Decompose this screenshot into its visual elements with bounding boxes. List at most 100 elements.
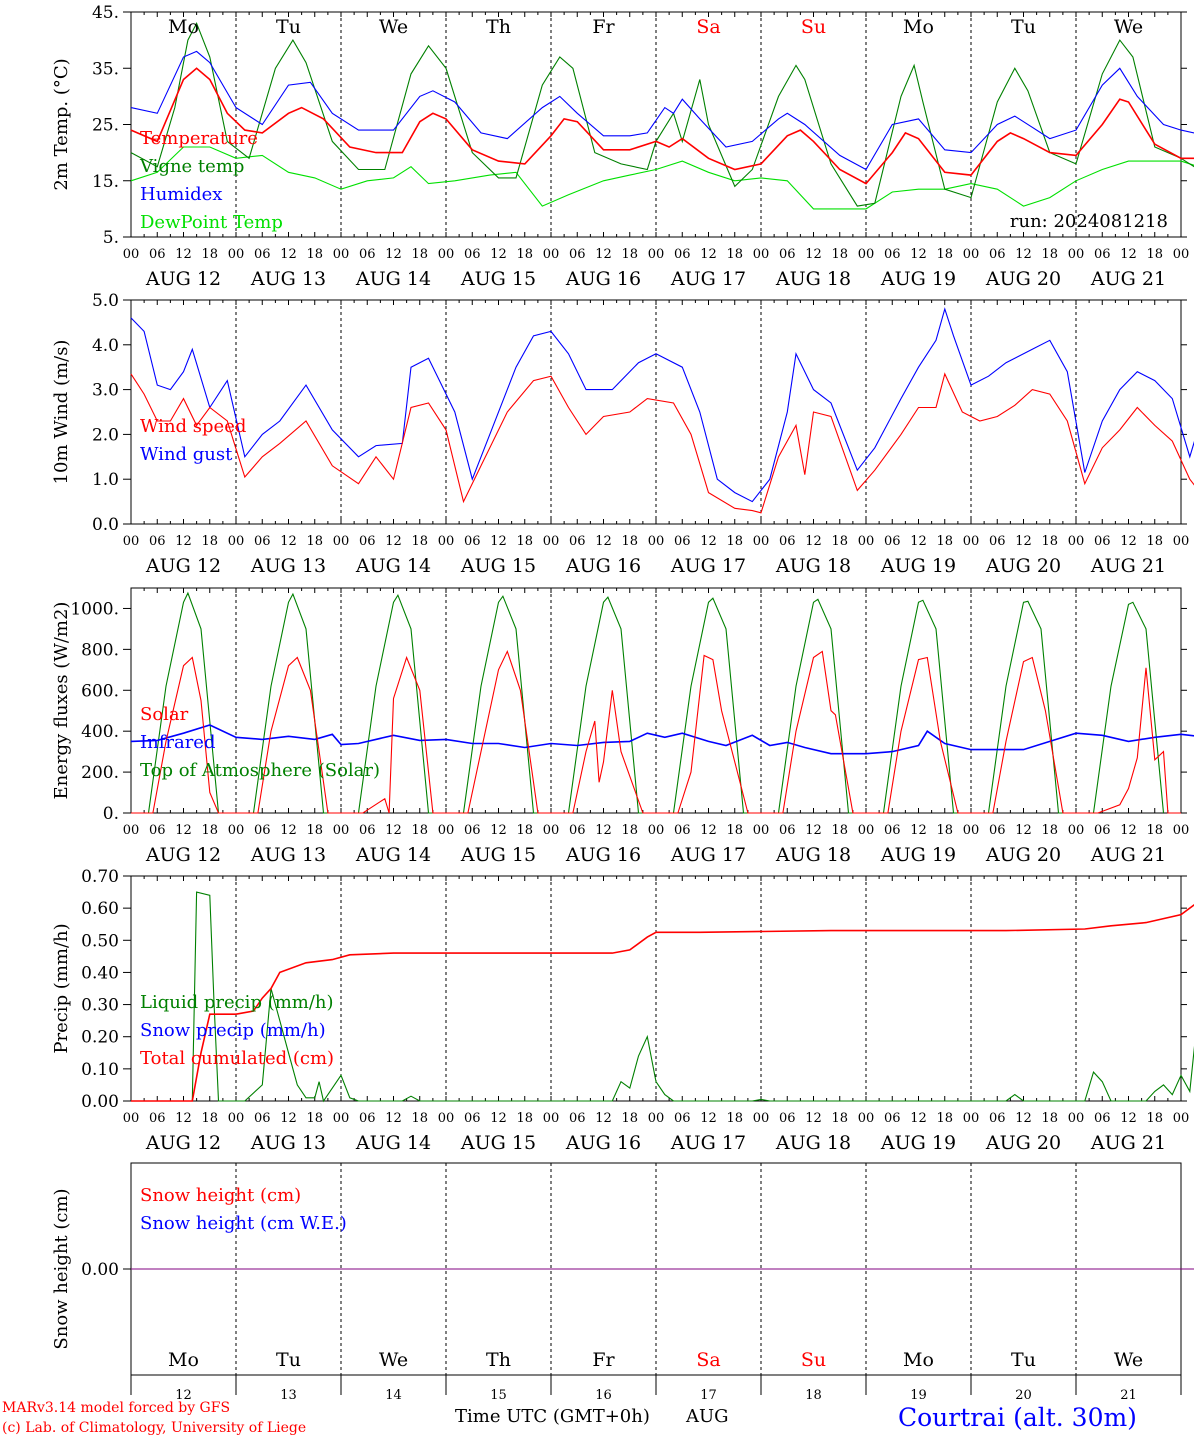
legend-entry: DewPoint Temp bbox=[140, 212, 283, 233]
hour-label: 06 bbox=[674, 534, 691, 549]
hour-label: 18 bbox=[411, 534, 428, 549]
y-axis-title: Snow height (cm) bbox=[51, 1188, 72, 1349]
hour-label: 12 bbox=[175, 1111, 192, 1126]
hour-label: 18 bbox=[726, 823, 743, 838]
hour-label: 18 bbox=[1146, 247, 1163, 262]
hour-label: 18 bbox=[411, 247, 428, 262]
hour-label: 00 bbox=[858, 823, 875, 838]
legend-entry: Wind speed bbox=[140, 416, 246, 437]
y-tick-label: 5.0 bbox=[92, 291, 119, 311]
hour-label: 12 bbox=[385, 247, 402, 262]
hour-label: 00 bbox=[1068, 1111, 1085, 1126]
hour-label: 18 bbox=[1041, 534, 1058, 549]
y-tick-label: 35. bbox=[92, 59, 119, 79]
hour-label: 00 bbox=[438, 823, 455, 838]
hour-label: 12 bbox=[1120, 534, 1137, 549]
series-liquid-precip bbox=[131, 891, 1194, 1103]
y-tick-label: 0.10 bbox=[81, 1060, 119, 1080]
y-tick-label: 1.0 bbox=[92, 470, 119, 490]
hour-label: 18 bbox=[306, 823, 323, 838]
hour-label: 12 bbox=[1015, 534, 1032, 549]
hour-label: 06 bbox=[569, 1111, 586, 1126]
date-label: AUG 21 bbox=[1090, 268, 1166, 290]
run-label: run: 2024081218 bbox=[1010, 211, 1168, 232]
date-label: AUG 13 bbox=[250, 1132, 326, 1154]
hour-label: 06 bbox=[1094, 247, 1111, 262]
hour-label: 18 bbox=[726, 534, 743, 549]
hour-label: 12 bbox=[595, 534, 612, 549]
weekday-label: Su bbox=[801, 1349, 826, 1371]
y-tick-label: 800. bbox=[81, 640, 119, 660]
hour-label: 06 bbox=[254, 534, 271, 549]
hour-label: 18 bbox=[936, 823, 953, 838]
legend-entry: Snow height (cm) bbox=[140, 1185, 301, 1206]
hour-label: 18 bbox=[831, 1111, 848, 1126]
y-tick-label: 600. bbox=[81, 681, 119, 701]
hour-label: 06 bbox=[674, 247, 691, 262]
plot-frame bbox=[130, 11, 1182, 238]
hour-label: 00 bbox=[438, 1111, 455, 1126]
date-label: AUG 13 bbox=[250, 268, 326, 290]
hour-label: 18 bbox=[831, 534, 848, 549]
hour-label: 00 bbox=[438, 247, 455, 262]
hour-label: 12 bbox=[175, 823, 192, 838]
hour-label: 00 bbox=[543, 1111, 560, 1126]
hour-label: 18 bbox=[621, 247, 638, 262]
plot-frame bbox=[130, 299, 1182, 525]
y-tick-label: 0.00 bbox=[81, 1260, 119, 1280]
hour-label: 12 bbox=[1120, 823, 1137, 838]
date-label: AUG 15 bbox=[460, 555, 536, 577]
date-label: AUG 21 bbox=[1090, 555, 1166, 577]
hour-label: 06 bbox=[254, 1111, 271, 1126]
hour-label: 00 bbox=[228, 247, 245, 262]
weekday-label: Tu bbox=[276, 16, 301, 38]
hour-label: 00 bbox=[123, 1111, 140, 1126]
hour-label: 00 bbox=[333, 247, 350, 262]
date-label: AUG 12 bbox=[145, 1132, 221, 1154]
hour-label: 18 bbox=[936, 534, 953, 549]
hour-label: 06 bbox=[464, 823, 481, 838]
y-tick-label: 15. bbox=[92, 172, 119, 192]
hour-label: 06 bbox=[674, 823, 691, 838]
hour-label: 18 bbox=[1041, 823, 1058, 838]
date-label: AUG 14 bbox=[355, 555, 431, 577]
hour-label: 06 bbox=[569, 247, 586, 262]
legend-entry: Snow precip (mm/h) bbox=[140, 1020, 326, 1041]
hour-label: 00 bbox=[123, 823, 140, 838]
hour-label: 00 bbox=[753, 1111, 770, 1126]
hour-label: 00 bbox=[333, 823, 350, 838]
y-tick-label: 0.60 bbox=[81, 899, 119, 919]
hour-label: 12 bbox=[280, 1111, 297, 1126]
hour-label: 06 bbox=[779, 247, 796, 262]
legend-entry: Snow height (cm W.E.) bbox=[140, 1213, 347, 1234]
weekday-label: Fr bbox=[592, 16, 615, 38]
date-label: AUG 17 bbox=[670, 1132, 746, 1154]
hour-label: 06 bbox=[359, 534, 376, 549]
weekday-label: We bbox=[379, 16, 408, 38]
hour-label: 06 bbox=[1094, 1111, 1111, 1126]
y-tick-label: 25. bbox=[92, 116, 119, 136]
hour-label: 18 bbox=[411, 823, 428, 838]
hour-label: 12 bbox=[910, 823, 927, 838]
y-tick-label: 0.40 bbox=[81, 963, 119, 983]
date-label: AUG 14 bbox=[355, 1132, 431, 1154]
hour-label: 18 bbox=[1146, 823, 1163, 838]
weekday-label: Tu bbox=[276, 1349, 301, 1371]
day-number-label: 20 bbox=[1015, 1388, 1032, 1403]
hour-label: 06 bbox=[464, 534, 481, 549]
hour-label: 18 bbox=[621, 1111, 638, 1126]
hour-label: 06 bbox=[1094, 823, 1111, 838]
day-number-label: 13 bbox=[280, 1388, 297, 1403]
weekday-label: Tu bbox=[1011, 1349, 1036, 1371]
weekday-label: Sa bbox=[696, 1349, 720, 1371]
y-tick-label: 0.30 bbox=[81, 996, 119, 1016]
hour-label: 06 bbox=[569, 534, 586, 549]
hour-label: 18 bbox=[516, 247, 533, 262]
hour-label: 12 bbox=[175, 247, 192, 262]
y-axis-title: 2m Temp. (°C) bbox=[51, 58, 72, 190]
series-solar bbox=[131, 649, 1181, 814]
x-axis-title: Time UTC (GMT+0h) bbox=[455, 1406, 650, 1427]
date-label: AUG 19 bbox=[880, 1132, 956, 1154]
hour-label: 06 bbox=[779, 534, 796, 549]
date-label: AUG 17 bbox=[670, 844, 746, 866]
